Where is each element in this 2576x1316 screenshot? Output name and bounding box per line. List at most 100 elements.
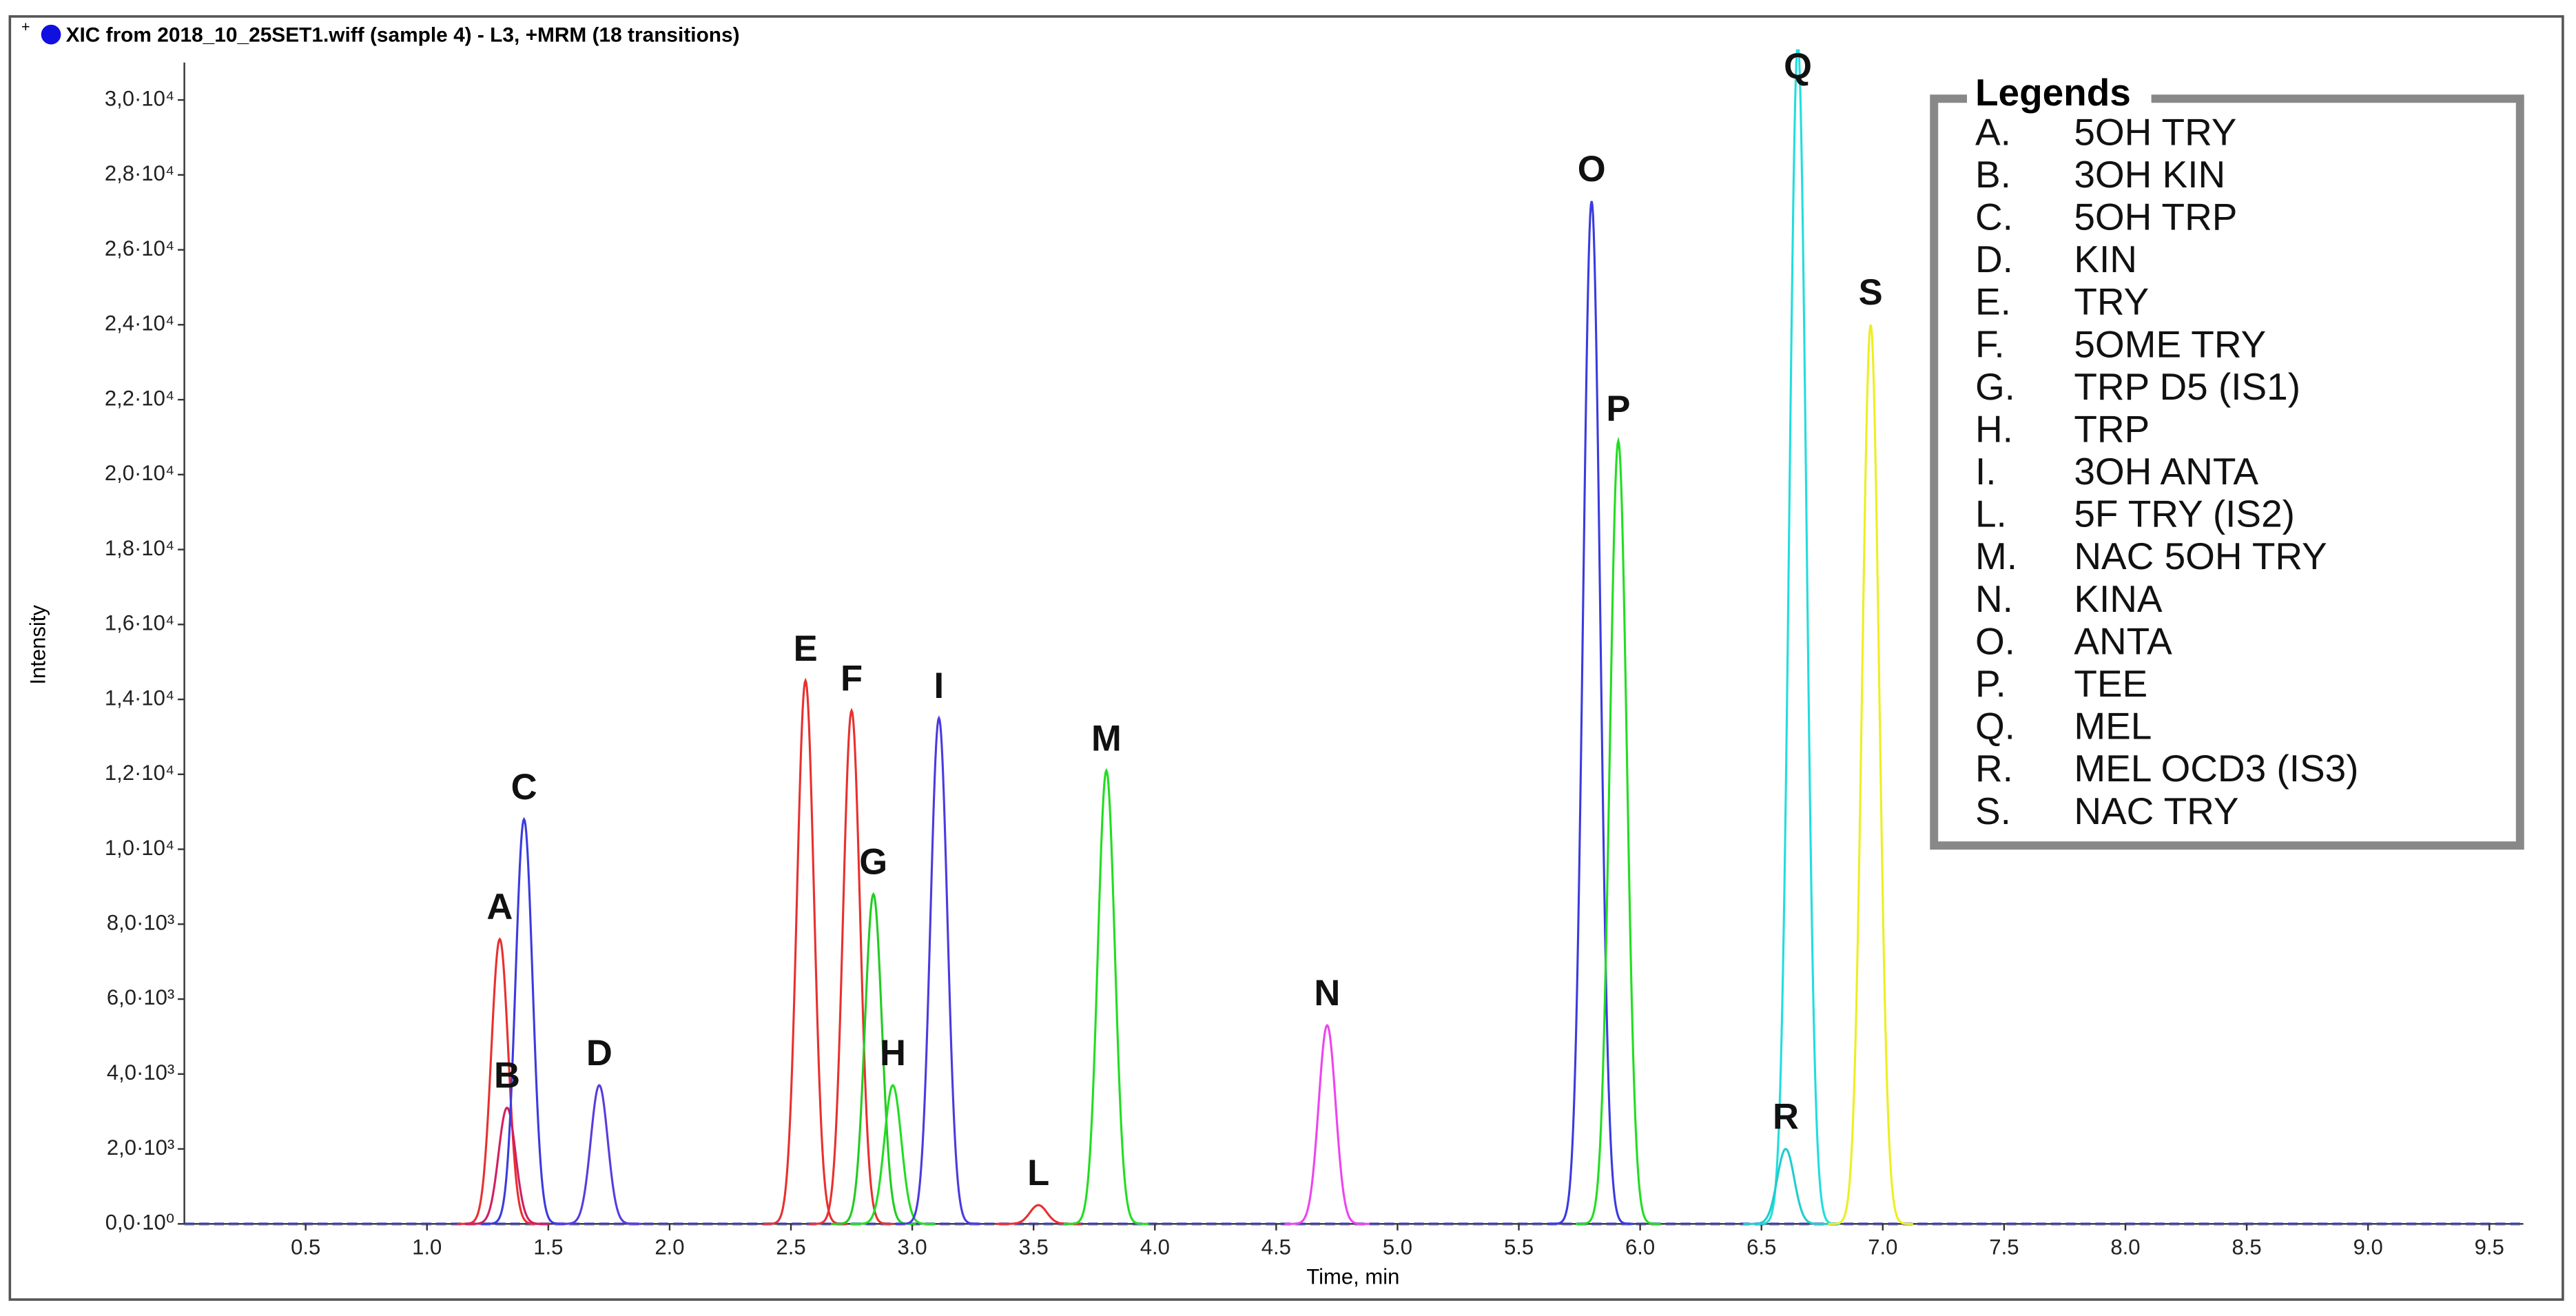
x-tick-label: 3.5: [1019, 1235, 1049, 1259]
legend-name: MEL: [2074, 705, 2152, 748]
legend-key: C.: [1975, 195, 2013, 238]
legend-key: P.: [1975, 662, 2006, 705]
y-tick-label: 1,6·10⁴: [105, 611, 174, 635]
y-tick-label: 2,6·10⁴: [105, 236, 174, 260]
peak: [831, 892, 916, 1225]
legend-name: KIN: [2074, 238, 2137, 280]
peak-label: R: [1773, 1096, 1799, 1137]
legend-name: TRP D5 (IS1): [2074, 365, 2300, 408]
legend-name: KINA: [2074, 577, 2163, 620]
x-tick-label: 6.0: [1625, 1235, 1655, 1259]
legend-box: [1930, 94, 2524, 850]
x-tick-label: 2.5: [776, 1235, 805, 1259]
peak: [1284, 1023, 1370, 1225]
y-tick-label: 8,0·10³: [107, 911, 174, 935]
peak: [896, 715, 982, 1225]
legend-name: ANTA: [2074, 619, 2172, 662]
peak-label: D: [586, 1033, 612, 1073]
x-tick-label: 3.0: [898, 1235, 927, 1259]
peak-label: Q: [1784, 46, 1812, 87]
peak-label: C: [511, 767, 537, 808]
legend-key: A.: [1975, 110, 2011, 153]
legend-key: I.: [1975, 450, 1997, 493]
y-tick-label: 2,0·10⁴: [105, 461, 174, 485]
legend-key: Q.: [1975, 705, 2015, 748]
x-tick-label: 5.0: [1383, 1235, 1412, 1259]
traces: [457, 49, 1913, 1225]
peak-label: G: [859, 842, 887, 883]
plus-icon: +: [21, 19, 30, 35]
y-tick-label: 2,4·10⁴: [105, 311, 174, 336]
legend-name: TRP: [2074, 407, 2150, 450]
legend: Legends A. 5OH TRY B. 3OH KIN C. 5OH TRP D. KIN…: [1930, 71, 2524, 850]
legend-key: N.: [1975, 577, 2013, 620]
trace-icon: [41, 24, 61, 45]
peak-label: F: [841, 658, 863, 699]
peak-label: B: [494, 1056, 520, 1096]
peak-label: P: [1606, 389, 1630, 429]
legend-title-bg: [1967, 75, 2152, 119]
legend-key: O.: [1975, 619, 2015, 662]
legend-name: NAC 5OH TRY: [2074, 535, 2327, 577]
legend-name: 5F TRY (IS2): [2074, 493, 2295, 535]
peak-label: E: [794, 628, 818, 669]
y-tick-label: 6,0·10³: [107, 985, 174, 1009]
x-tick-label: 7.0: [1868, 1235, 1897, 1259]
x-tick-label: 9.0: [2353, 1235, 2383, 1259]
peak: [457, 937, 543, 1225]
legend-name: MEL OCD3 (IS3): [2074, 747, 2358, 790]
y-tick-label: 1,4·10⁴: [105, 686, 174, 710]
x-tick-label: 9.5: [2475, 1235, 2504, 1259]
y-tick-label: 1,0·10⁴: [105, 836, 174, 860]
x-tick-label: 1.5: [533, 1235, 563, 1259]
header-title: XIC from 2018_10_25SET1.wiff (sample 4) …: [66, 23, 740, 46]
legend-name: 5OME TRY: [2074, 322, 2266, 365]
peak-label: I: [934, 666, 945, 706]
x-tick-label: 1.0: [412, 1235, 442, 1259]
legend-key: M.: [1975, 535, 2017, 577]
x-tick-label: 5.5: [1504, 1235, 1534, 1259]
x-axis-label: Time, min: [1306, 1264, 1399, 1288]
legend-name: 3OH ANTA: [2074, 450, 2258, 493]
x-tick-label: 7.5: [1989, 1235, 2019, 1259]
peak: [1576, 436, 1661, 1225]
legend-key: S.: [1975, 790, 2011, 832]
x-tick-label: 6.5: [1746, 1235, 1776, 1259]
x-tick-label: 8.0: [2110, 1235, 2140, 1259]
peak-label: O: [1578, 149, 1606, 189]
peak: [1064, 768, 1149, 1225]
y-tick-label: 4,0·10³: [107, 1060, 174, 1084]
x-tick-label: 8.5: [2232, 1235, 2261, 1259]
y-tick-label: 2,2·10⁴: [105, 386, 174, 410]
x-tick-label: 4.0: [1140, 1235, 1170, 1259]
peak-label: L: [1027, 1153, 1049, 1193]
legend-key: D.: [1975, 238, 2013, 280]
peak-label: S: [1859, 272, 1883, 313]
legend-key: F.: [1975, 322, 2005, 365]
peak-label: A: [486, 887, 513, 927]
legend-key: L.: [1975, 493, 2007, 535]
peak: [1755, 49, 1841, 1225]
peak: [1743, 1147, 1828, 1225]
y-tick-label: 0,0·10⁰: [105, 1211, 174, 1235]
peak: [1549, 201, 1634, 1225]
x-tick-label: 4.5: [1261, 1235, 1291, 1259]
legend-name: TRY: [2074, 280, 2149, 323]
legend-name: 3OH KIN: [2074, 153, 2225, 196]
y-axis-label: Intensity: [26, 605, 50, 685]
y-tick-label: 2,8·10⁴: [105, 161, 174, 185]
y-tick-label: 1,8·10⁴: [105, 536, 174, 560]
legend-name: NAC TRY: [2074, 790, 2238, 832]
peak: [1828, 324, 1913, 1225]
peak: [464, 1106, 550, 1225]
peak: [763, 677, 848, 1225]
y-tick-label: 3,0·10⁴: [105, 86, 174, 110]
y-tick-label: 2,0·10³: [107, 1135, 174, 1160]
legend-title: Legends: [1975, 71, 2131, 114]
peak: [850, 1084, 936, 1225]
peak-label: H: [880, 1033, 906, 1073]
x-tick-label: 0.5: [291, 1235, 320, 1259]
y-tick-label: 1,2·10⁴: [105, 761, 174, 785]
legend-key: E.: [1975, 280, 2011, 323]
